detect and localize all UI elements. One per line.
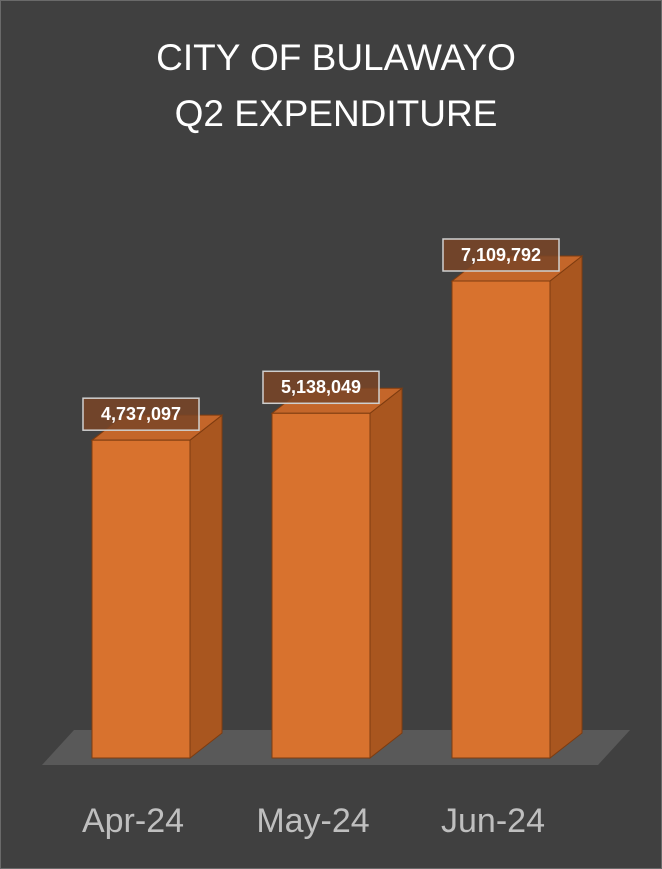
x-tick-label: May-24 [256, 802, 369, 840]
x-tick-label: Apr-24 [82, 802, 184, 840]
bar-side [189, 414, 223, 760]
bar [271, 412, 371, 759]
bar-side [549, 254, 583, 760]
data-label: 5,138,049 [281, 377, 361, 397]
data-label: 4,737,097 [101, 404, 181, 424]
data-label-box [262, 370, 380, 405]
bar [91, 439, 191, 759]
chart-title: Q2 EXPENDITURE [175, 93, 498, 134]
bar [451, 280, 551, 759]
data-label-box [82, 397, 200, 431]
data-label: 7,109,792 [461, 245, 541, 265]
chart-title: CITY OF BULAWAYO [156, 37, 516, 78]
bar-side [369, 387, 403, 760]
x-tick-label: Jun-24 [441, 802, 545, 840]
data-label-box [442, 238, 560, 272]
